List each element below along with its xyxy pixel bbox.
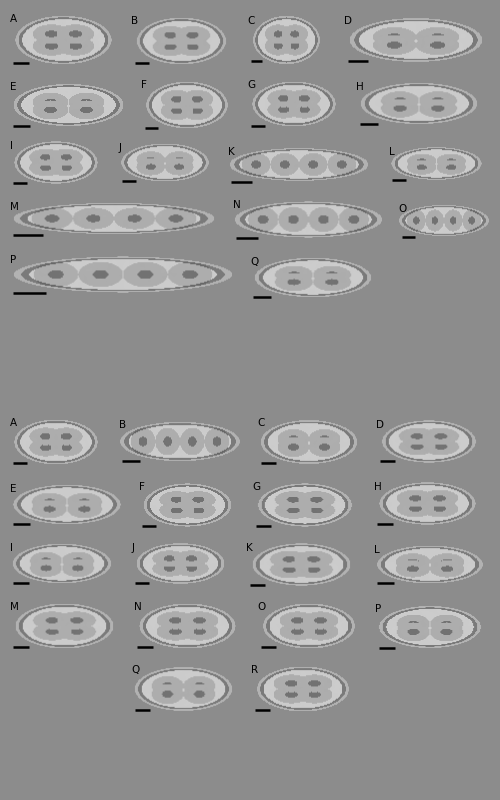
Text: O: O: [258, 602, 266, 612]
Text: R: R: [252, 665, 258, 674]
Text: O: O: [398, 204, 407, 214]
Text: L: L: [388, 147, 394, 157]
Text: F: F: [141, 81, 147, 90]
Text: E: E: [10, 484, 16, 494]
Text: K: K: [246, 543, 253, 553]
Text: Q: Q: [250, 257, 258, 267]
Text: A: A: [10, 14, 17, 24]
Text: Q: Q: [131, 665, 140, 674]
Text: C: C: [248, 16, 255, 26]
Text: B: B: [131, 16, 138, 26]
Text: P: P: [375, 604, 382, 614]
Text: P: P: [10, 255, 16, 265]
Text: G: G: [248, 81, 256, 90]
Text: B: B: [119, 420, 126, 430]
Text: E: E: [10, 82, 16, 92]
Text: G: G: [252, 482, 260, 492]
Text: J: J: [119, 143, 122, 153]
Text: H: H: [374, 482, 382, 492]
Text: L: L: [374, 545, 380, 555]
Text: M: M: [10, 602, 19, 612]
Text: A: A: [10, 418, 17, 428]
Text: D: D: [344, 16, 352, 26]
Text: C: C: [258, 418, 265, 428]
Text: N: N: [232, 200, 240, 210]
Text: H: H: [356, 82, 364, 92]
Text: K: K: [228, 147, 234, 157]
Text: I: I: [10, 141, 13, 151]
Text: F: F: [138, 482, 144, 492]
Text: D: D: [376, 420, 384, 430]
Text: M: M: [10, 202, 19, 212]
Text: I: I: [10, 543, 13, 553]
Text: J: J: [131, 543, 134, 553]
Text: N: N: [134, 602, 141, 612]
